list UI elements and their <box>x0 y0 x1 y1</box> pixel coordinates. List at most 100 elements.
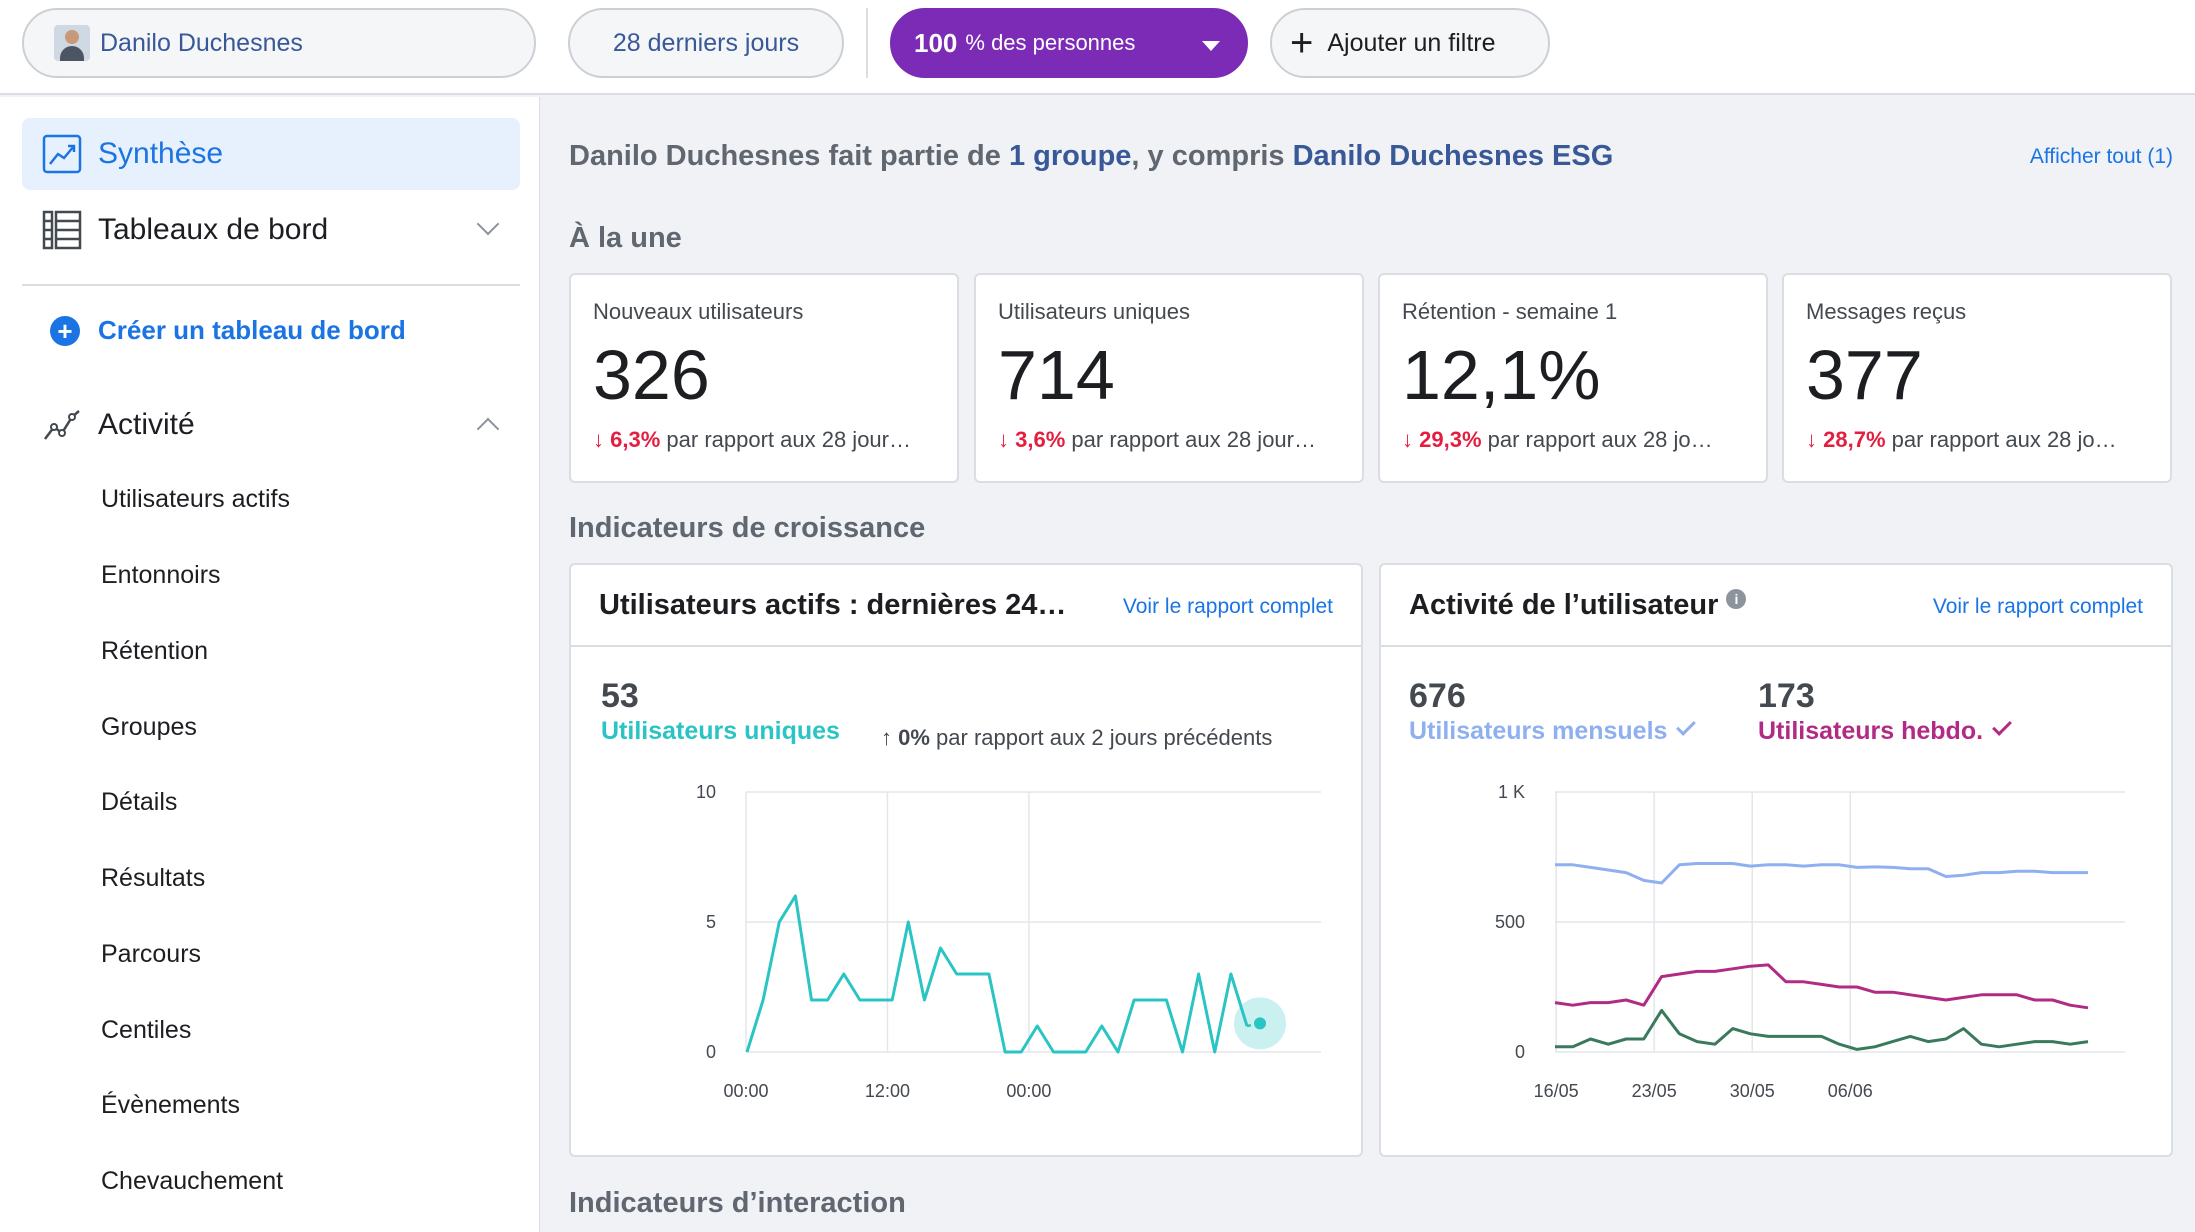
date-range-selector[interactable]: 28 derniers jours <box>568 8 844 78</box>
sidebar-item-groupes[interactable]: Groupes <box>101 713 197 741</box>
active-users-card: Utilisateurs actifs : dernières 24… Voir… <box>569 563 1363 1157</box>
series-line <box>1554 963 2089 1010</box>
audience-percent: 100 <box>914 27 958 58</box>
create-dashboard-link[interactable]: + Créer un tableau de bord <box>50 315 406 346</box>
section-title-interaction: Indicateurs d’interaction <box>569 1187 906 1219</box>
plus-icon: + <box>1290 21 1314 65</box>
audience-dropdown[interactable]: 100 % des personnes <box>890 8 1248 78</box>
sidebar-item-label: Activité <box>98 408 195 441</box>
down-arrow-icon: ↓ <box>1806 427 1824 452</box>
x-tick-label: 00:00 <box>723 1081 768 1101</box>
up-arrow-icon: ↑ <box>881 725 899 750</box>
series-label-monthly: Utilisateurs mensuels <box>1409 717 1668 745</box>
comparison-rest: par rapport aux 2 jours précédents <box>936 725 1273 750</box>
comparison-text: ↑ 0% par rapport aux 2 jours précédents <box>881 725 1272 751</box>
unique-users-count: 53 <box>601 677 639 715</box>
kpi-label: Utilisateurs uniques <box>998 299 1190 324</box>
y-tick-label: 5 <box>706 912 716 932</box>
series-line <box>1555 1008 2089 1051</box>
sidebar-item-chevauchement[interactable]: Chevauchement <box>101 1167 284 1195</box>
sidebar-item-synthese[interactable]: Synthèse <box>22 118 520 190</box>
show-all-link[interactable]: Afficher tout (1) <box>2029 145 2173 168</box>
sidebar-item-details[interactable]: Détails <box>101 788 178 816</box>
sidebar-item-label: Synthèse <box>98 137 224 170</box>
card-title: Activité de l’utilisateur i <box>1409 589 1747 622</box>
heading-prefix: Danilo Duchesnes fait partie de <box>569 140 1009 172</box>
y-tick-label: 0 <box>706 1042 716 1062</box>
x-tick-label: 23/05 <box>1632 1081 1677 1101</box>
section-title-croissance: Indicateurs de croissance <box>569 512 926 544</box>
user-activity-card: Activité de l’utilisateur i Voir le rappo… <box>1379 563 2173 1157</box>
info-icon[interactable]: i <box>1726 589 1747 609</box>
sidebar: Synthèse Tableaux de bord + Créer un tab… <box>0 97 540 1232</box>
plus-circle-icon: + <box>50 315 80 346</box>
sidebar-item-activite[interactable]: Activité <box>22 389 520 461</box>
user-selector[interactable]: Danilo Duchesnes <box>22 8 536 78</box>
sidebar-item-utilisateurs-actifs[interactable]: Utilisateurs actifs <box>101 485 290 513</box>
kpi-value: 326 <box>593 336 710 414</box>
kpi-card[interactable]: Rétention - semaine 1 12,1% ↓ 29,3% par … <box>1378 273 1768 483</box>
trend-chart-icon <box>42 134 82 174</box>
user-avatar <box>54 25 90 61</box>
top-filter-bar: Danilo Duchesnes 28 derniers jours 100 %… <box>0 0 2195 95</box>
kpi-card[interactable]: Nouveaux utilisateurs 326 ↓ 6,3% par rap… <box>569 273 959 483</box>
card-divider <box>1381 645 2171 647</box>
sidebar-item-tableaux[interactable]: Tableaux de bord <box>22 194 520 266</box>
kpi-change-pct: 3,6% <box>1015 427 1066 452</box>
card-title: Utilisateurs actifs : dernières 24… <box>599 589 1067 621</box>
sidebar-divider <box>22 284 520 286</box>
group-membership-heading: Danilo Duchesnes fait partie de 1 groupe… <box>569 140 1613 173</box>
kpi-change: ↓ 29,3% par rapport aux 28 jo… <box>1402 427 1713 453</box>
active-users-chart: 0 5 10 00:00 12:00 00:00 <box>696 782 1321 1101</box>
series-toggle-monthly[interactable]: Utilisateurs mensuels <box>1409 716 1697 746</box>
kpi-change-rest: par rapport aux 28 jo… <box>1487 427 1713 452</box>
kpi-value: 377 <box>1806 336 1923 414</box>
sidebar-item-resultats[interactable]: Résultats <box>101 864 206 892</box>
sidebar-item-evenements[interactable]: Évènements <box>101 1091 240 1119</box>
down-arrow-icon: ↓ <box>1402 427 1420 452</box>
sidebar-item-centiles[interactable]: Centiles <box>101 1016 192 1044</box>
kpi-card[interactable]: Utilisateurs uniques 714 ↓ 3,6% par rapp… <box>974 273 1364 483</box>
user-name: Danilo Duchesnes <box>100 28 303 57</box>
activity-line-icon <box>44 410 80 440</box>
add-filter-label: Ajouter un filtre <box>1327 28 1496 57</box>
sidebar-item-entonnoirs[interactable]: Entonnoirs <box>101 561 221 589</box>
card-divider <box>571 645 1361 647</box>
kpi-card[interactable]: Messages reçus 377 ↓ 28,7% par rapport a… <box>1782 273 2172 483</box>
series-label-unique: Utilisateurs uniques <box>601 717 840 745</box>
x-tick-label: 30/05 <box>1730 1081 1775 1101</box>
kpi-change-pct: 6,3% <box>610 427 661 452</box>
heading-mid: , y compris <box>1131 140 1293 172</box>
x-tick-label: 06/06 <box>1828 1081 1873 1101</box>
down-arrow-icon: ↓ <box>998 427 1016 452</box>
audience-label: % des personnes <box>965 30 1136 55</box>
comparison-pct: 0% <box>898 725 930 750</box>
series-toggle-weekly[interactable]: Utilisateurs hebdo. <box>1758 716 2012 746</box>
highlight-point <box>1254 1017 1266 1030</box>
full-report-link[interactable]: Voir le rapport complet <box>1122 595 1333 618</box>
full-report-link[interactable]: Voir le rapport complet <box>1932 595 2143 618</box>
group-count-link[interactable]: 1 groupe <box>1008 140 1132 172</box>
y-tick-label: 500 <box>1495 912 1525 932</box>
check-icon <box>1992 716 2012 736</box>
y-tick-label: 0 <box>1515 1042 1525 1062</box>
sidebar-item-parcours[interactable]: Parcours <box>101 940 202 968</box>
kpi-change-pct: 28,7% <box>1823 427 1886 452</box>
y-tick-label: 10 <box>696 782 716 802</box>
x-tick-label: 00:00 <box>1006 1081 1051 1101</box>
kpi-change-pct: 29,3% <box>1419 427 1482 452</box>
group-name-link[interactable]: Danilo Duchesnes ESG <box>1292 140 1614 172</box>
x-tick-label: 16/05 <box>1534 1081 1579 1101</box>
user-activity-chart: 0 500 1 K 16/05 23/05 30/05 06/06 <box>1495 782 2125 1101</box>
table-grid-icon <box>42 210 82 250</box>
kpi-change-rest: par rapport aux 28 jour… <box>1071 427 1316 452</box>
kpi-value: 12,1% <box>1402 336 1601 414</box>
add-filter-button[interactable]: + Ajouter un filtre <box>1270 8 1550 78</box>
y-tick-label: 1 K <box>1498 782 1525 802</box>
section-title-une: À la une <box>569 222 682 254</box>
kpi-value: 714 <box>998 336 1115 414</box>
sidebar-item-retention[interactable]: Rétention <box>101 637 209 665</box>
chevron-down-icon <box>476 212 500 236</box>
card-title-text: Activité de l’utilisateur <box>1409 589 1719 621</box>
create-dashboard-label: Créer un tableau de bord <box>98 315 406 345</box>
